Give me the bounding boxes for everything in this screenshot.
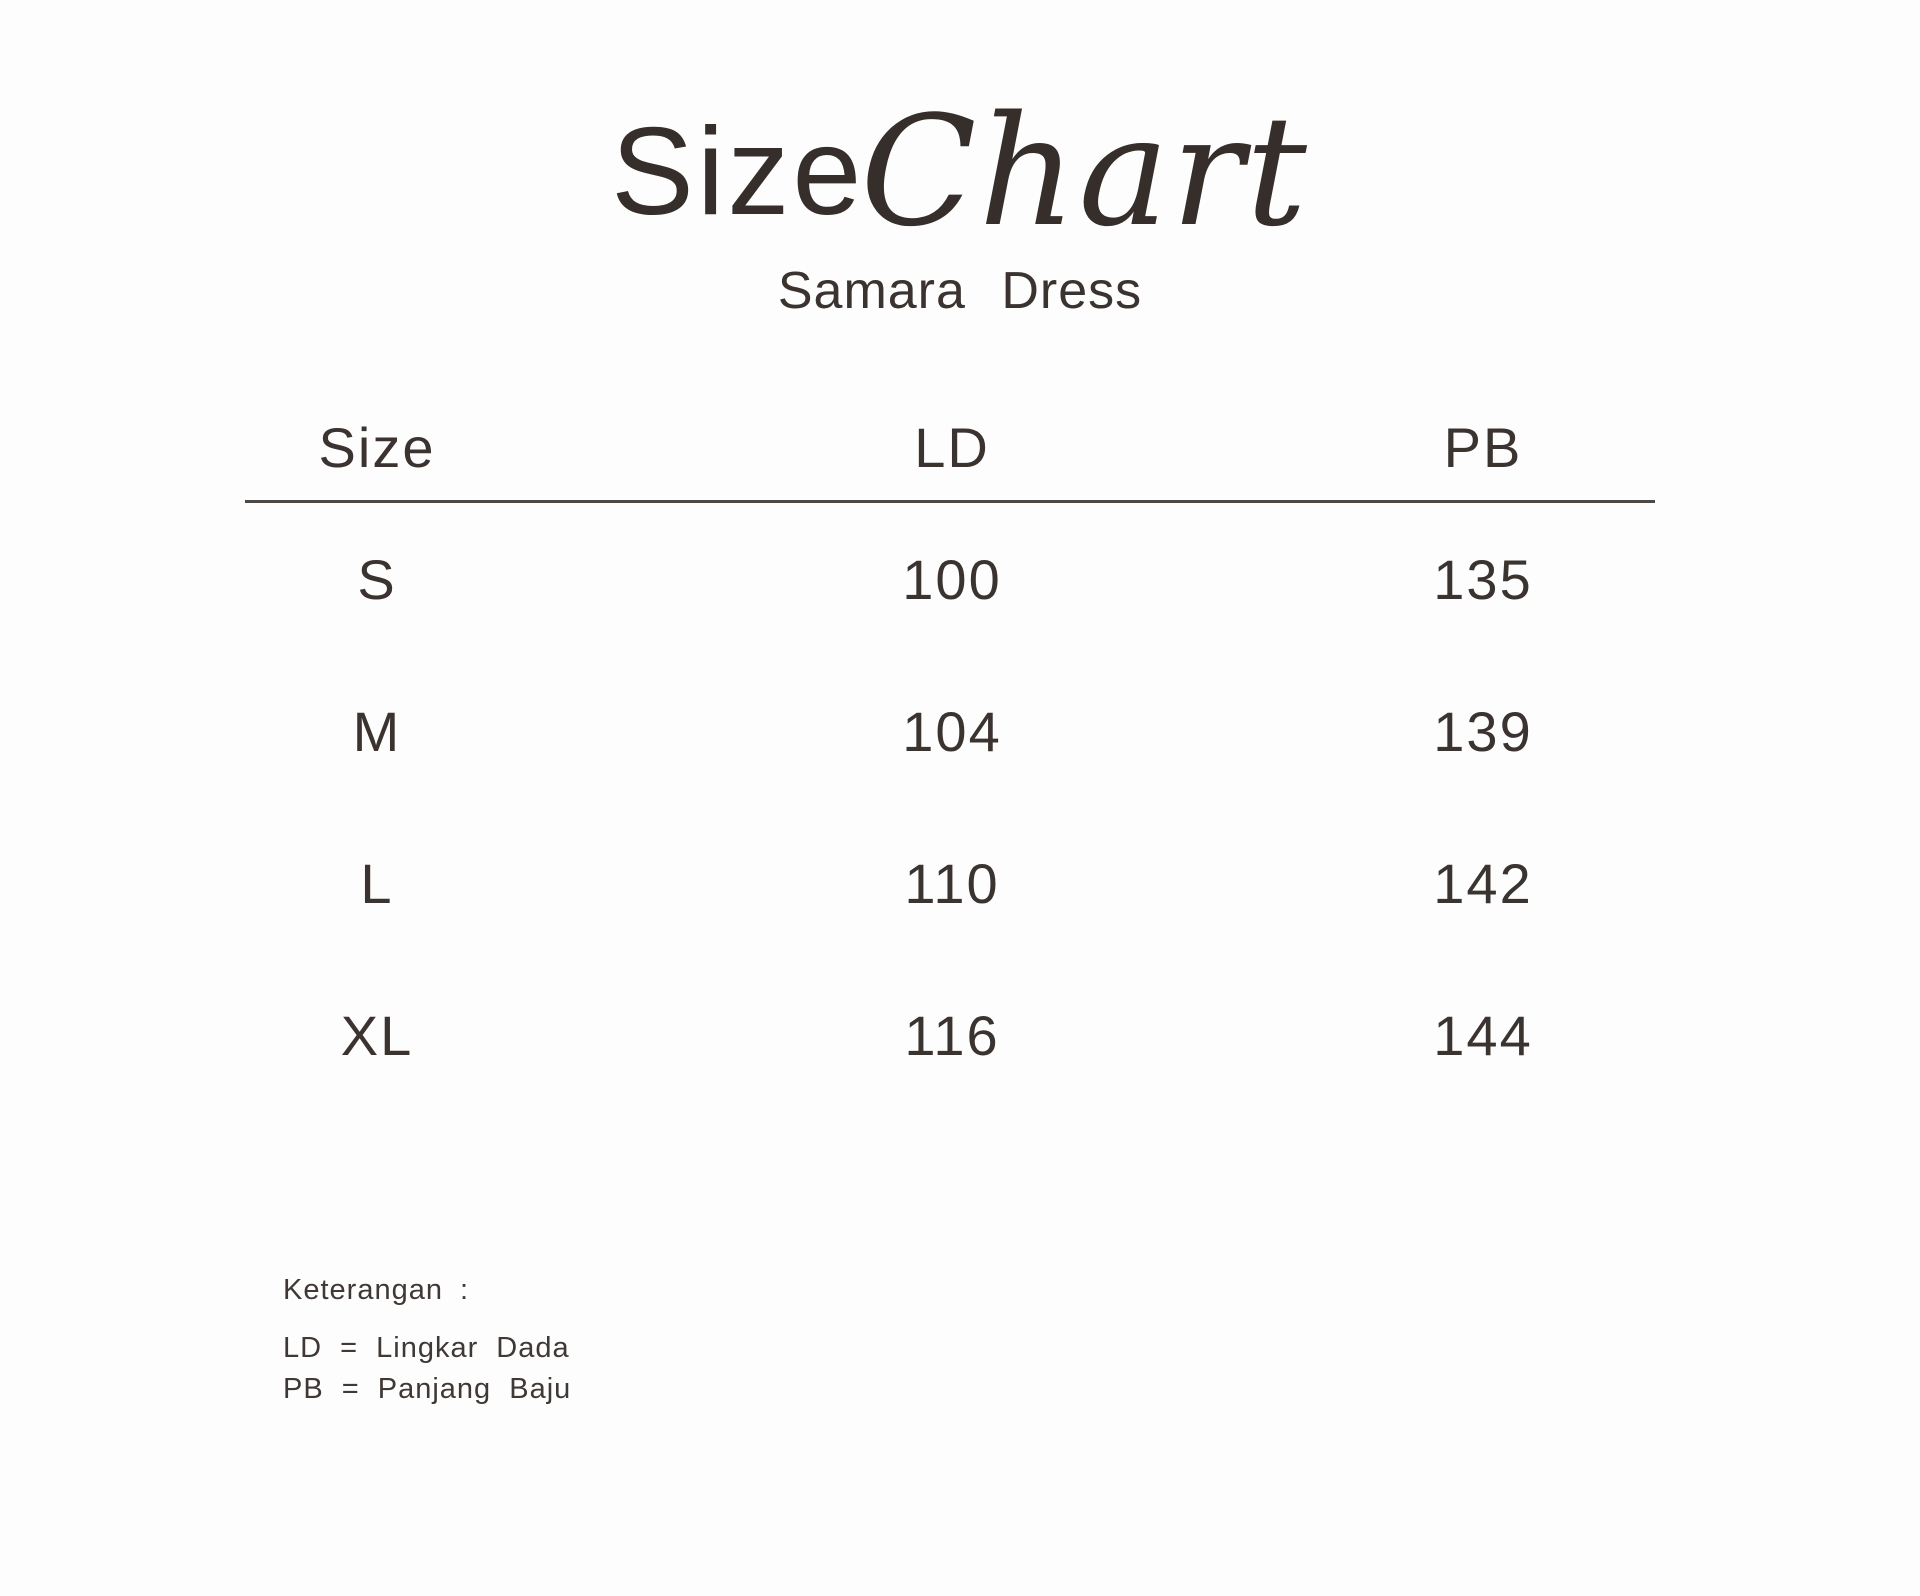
cell-size: L <box>360 851 394 915</box>
notes-heading: Keterangan : <box>283 1274 470 1306</box>
title-word-size: Size <box>611 103 865 241</box>
table-row-m: M 104 139 <box>245 655 1655 807</box>
header-cell-size: Size <box>318 415 436 479</box>
header-divider-line <box>245 500 1655 503</box>
title-word-chart-script: Chart <box>860 83 1309 260</box>
cell-pb: 139 <box>1433 699 1533 763</box>
cell-ld: 110 <box>904 851 1000 915</box>
legend-notes: Keterangan : LD = Lingkar Dada PB = Panj… <box>283 1272 571 1410</box>
cell-ld: 116 <box>904 1003 1000 1067</box>
size-table: Size LD PB S 100 135 M 104 139 L 110 142… <box>245 410 1655 1111</box>
table-row-xl: XL 116 144 <box>245 959 1655 1111</box>
note-pb-meaning: PB = Panjang Baju <box>283 1373 572 1405</box>
cell-pb: 144 <box>1433 1003 1533 1067</box>
cell-ld: 100 <box>902 547 1002 611</box>
header-cell-ld: LD <box>914 415 990 479</box>
cell-size: S <box>357 547 397 611</box>
cell-ld: 104 <box>902 699 1002 763</box>
table-header-row: Size LD PB <box>245 410 1655 484</box>
cell-size: M <box>352 699 402 763</box>
page-title: Size Chart <box>0 86 1920 248</box>
cell-pb: 142 <box>1433 851 1533 915</box>
table-row-s: S 100 135 <box>245 503 1655 655</box>
product-name-subtitle: Samara Dress <box>777 262 1143 320</box>
table-row-l: L 110 142 <box>245 807 1655 959</box>
cell-pb: 135 <box>1433 547 1533 611</box>
header-cell-pb: PB <box>1443 415 1523 479</box>
note-ld-meaning: LD = Lingkar Dada <box>283 1332 570 1364</box>
cell-size: XL <box>340 1003 414 1067</box>
